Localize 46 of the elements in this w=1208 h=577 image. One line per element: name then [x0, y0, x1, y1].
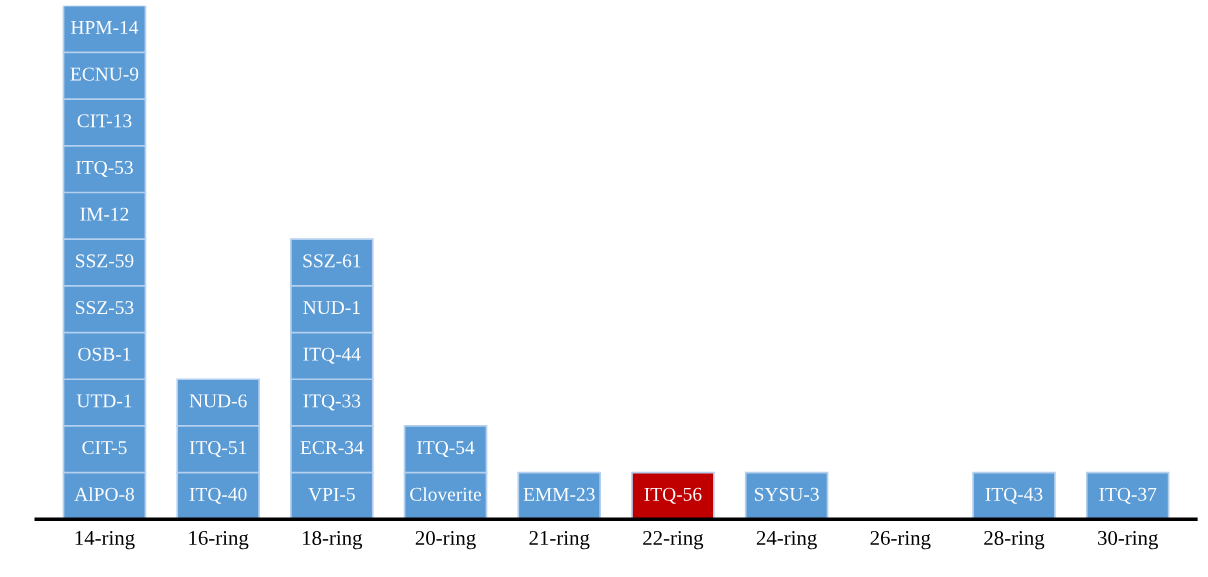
annotation: CIT-5 [82, 441, 127, 455]
annotation: HPM-14 [70, 20, 139, 34]
x-tick-label: 22-ring [643, 531, 704, 550]
bar [517, 471, 601, 520]
annotation: NUD-6 [189, 394, 247, 408]
x-tick-label: 26-ring [870, 531, 931, 550]
bar [744, 471, 829, 520]
annotation: ITQ-54 [417, 441, 475, 458]
annotation: ITQ-53 [76, 160, 133, 177]
bar [290, 238, 374, 520]
bar [403, 425, 488, 520]
annotation: NUD-1 [303, 301, 360, 315]
annotation: IM-12 [80, 207, 129, 221]
x-tick-label: 14-ring [75, 531, 135, 550]
annotation: EMM-23 [523, 487, 595, 501]
bar [62, 5, 147, 520]
annotation: ITQ-44 [303, 347, 361, 364]
annotation: SYSU-3 [754, 487, 819, 501]
annotation: OSB-1 [78, 347, 131, 361]
annotation: AlPO-8 [74, 487, 134, 501]
x-tick-label: 18-ring [303, 530, 363, 550]
x-tick-label: 21-ring [529, 531, 590, 550]
annotation: ITQ-51 [189, 441, 247, 458]
annotation: ITQ-37 [1099, 487, 1157, 504]
x-tick-label: 24-ring [756, 531, 817, 550]
annotation: ECNU-9 [70, 67, 139, 81]
x-tick-label: 16-ring [189, 531, 249, 550]
annotation: ITQ-40 [189, 487, 247, 504]
annotation: ITQ-33 [303, 394, 361, 411]
annotation: CIT-13 [77, 114, 132, 128]
bar [631, 471, 715, 520]
annotation: ECR-34 [300, 441, 364, 455]
annotation: ITQ-56 [644, 487, 702, 504]
annotation: SSZ-61 [303, 254, 361, 268]
x-tick-label: 30-ring [1098, 530, 1158, 550]
annotation: Cloverite [410, 487, 482, 501]
annotation: SSZ-53 [76, 301, 134, 315]
x-tick-label: 28-ring [984, 530, 1045, 550]
annotation: UTD-1 [76, 394, 132, 408]
annotation: ITQ-43 [985, 487, 1043, 504]
bar [176, 378, 260, 520]
bar [1085, 471, 1170, 520]
annotation: SSZ-59 [76, 254, 134, 268]
x-tick-label: 20-ring [415, 530, 476, 550]
annotation: VPI-5 [308, 487, 355, 501]
bar [972, 471, 1056, 520]
